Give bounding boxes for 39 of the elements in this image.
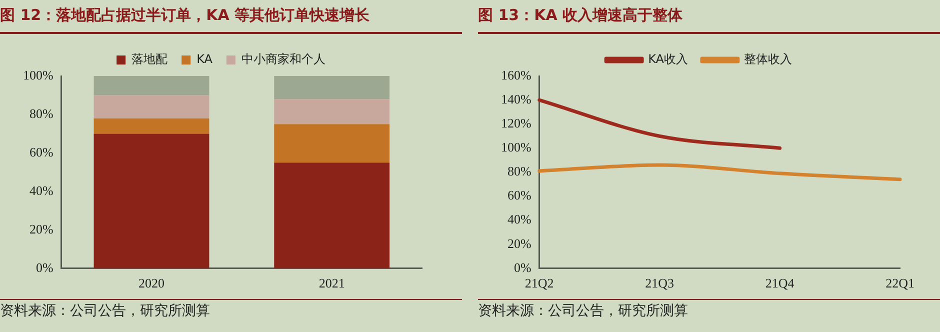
x-tick-label: 21Q4 <box>765 276 795 291</box>
y-tick-label: 0% <box>36 260 54 275</box>
text: 资料来源：公司公告，研究所测算 <box>0 302 210 320</box>
y-tick-label: 160% <box>500 67 532 82</box>
y-tick-label: 60% <box>29 144 54 160</box>
bar <box>94 134 210 268</box>
legend-label: KA <box>196 52 214 66</box>
y-tick-label: 20% <box>507 236 532 251</box>
chart-title: 图 13：KA 收入增速高于整体 <box>478 6 683 25</box>
legend-label: 中小商家和个人 <box>241 52 326 66</box>
y-tick-label: 40% <box>507 212 532 227</box>
bar <box>94 118 210 134</box>
y-tick-label: 60% <box>507 188 532 203</box>
bar <box>274 162 390 268</box>
bar <box>274 124 390 163</box>
y-tick-label: 140% <box>500 91 532 106</box>
chart-title: 图 12：落地配占据过半订单，KA 等其他订单快速增长 <box>0 6 370 25</box>
bar <box>274 76 390 100</box>
legend-label: 整体收入 <box>744 52 792 66</box>
line-series <box>538 163 902 182</box>
legend-label: 落地配 <box>132 52 168 66</box>
x-tick-label: 2020 <box>138 276 164 291</box>
y-tick-label: 20% <box>29 221 54 236</box>
y-tick-label: 120% <box>500 116 532 131</box>
bar <box>94 76 210 96</box>
bar <box>274 99 390 124</box>
y-tick-label: 100% <box>22 67 54 82</box>
x-tick-label: 2021 <box>318 276 345 291</box>
text: 资料来源：公司公告，研究所测算 <box>478 302 688 320</box>
legend-label: KA收入 <box>648 52 688 66</box>
y-tick-label: 0% <box>514 260 532 275</box>
y-tick-label: 100% <box>500 140 532 155</box>
bar <box>94 95 210 118</box>
x-tick-label: 21Q3 <box>645 276 674 291</box>
x-tick-label: 22Q1 <box>886 276 914 291</box>
y-tick-label: 80% <box>29 106 54 121</box>
x-tick-label: 21Q2 <box>524 276 554 291</box>
y-tick-label: 40% <box>29 182 54 198</box>
y-tick-label: 80% <box>507 164 532 179</box>
